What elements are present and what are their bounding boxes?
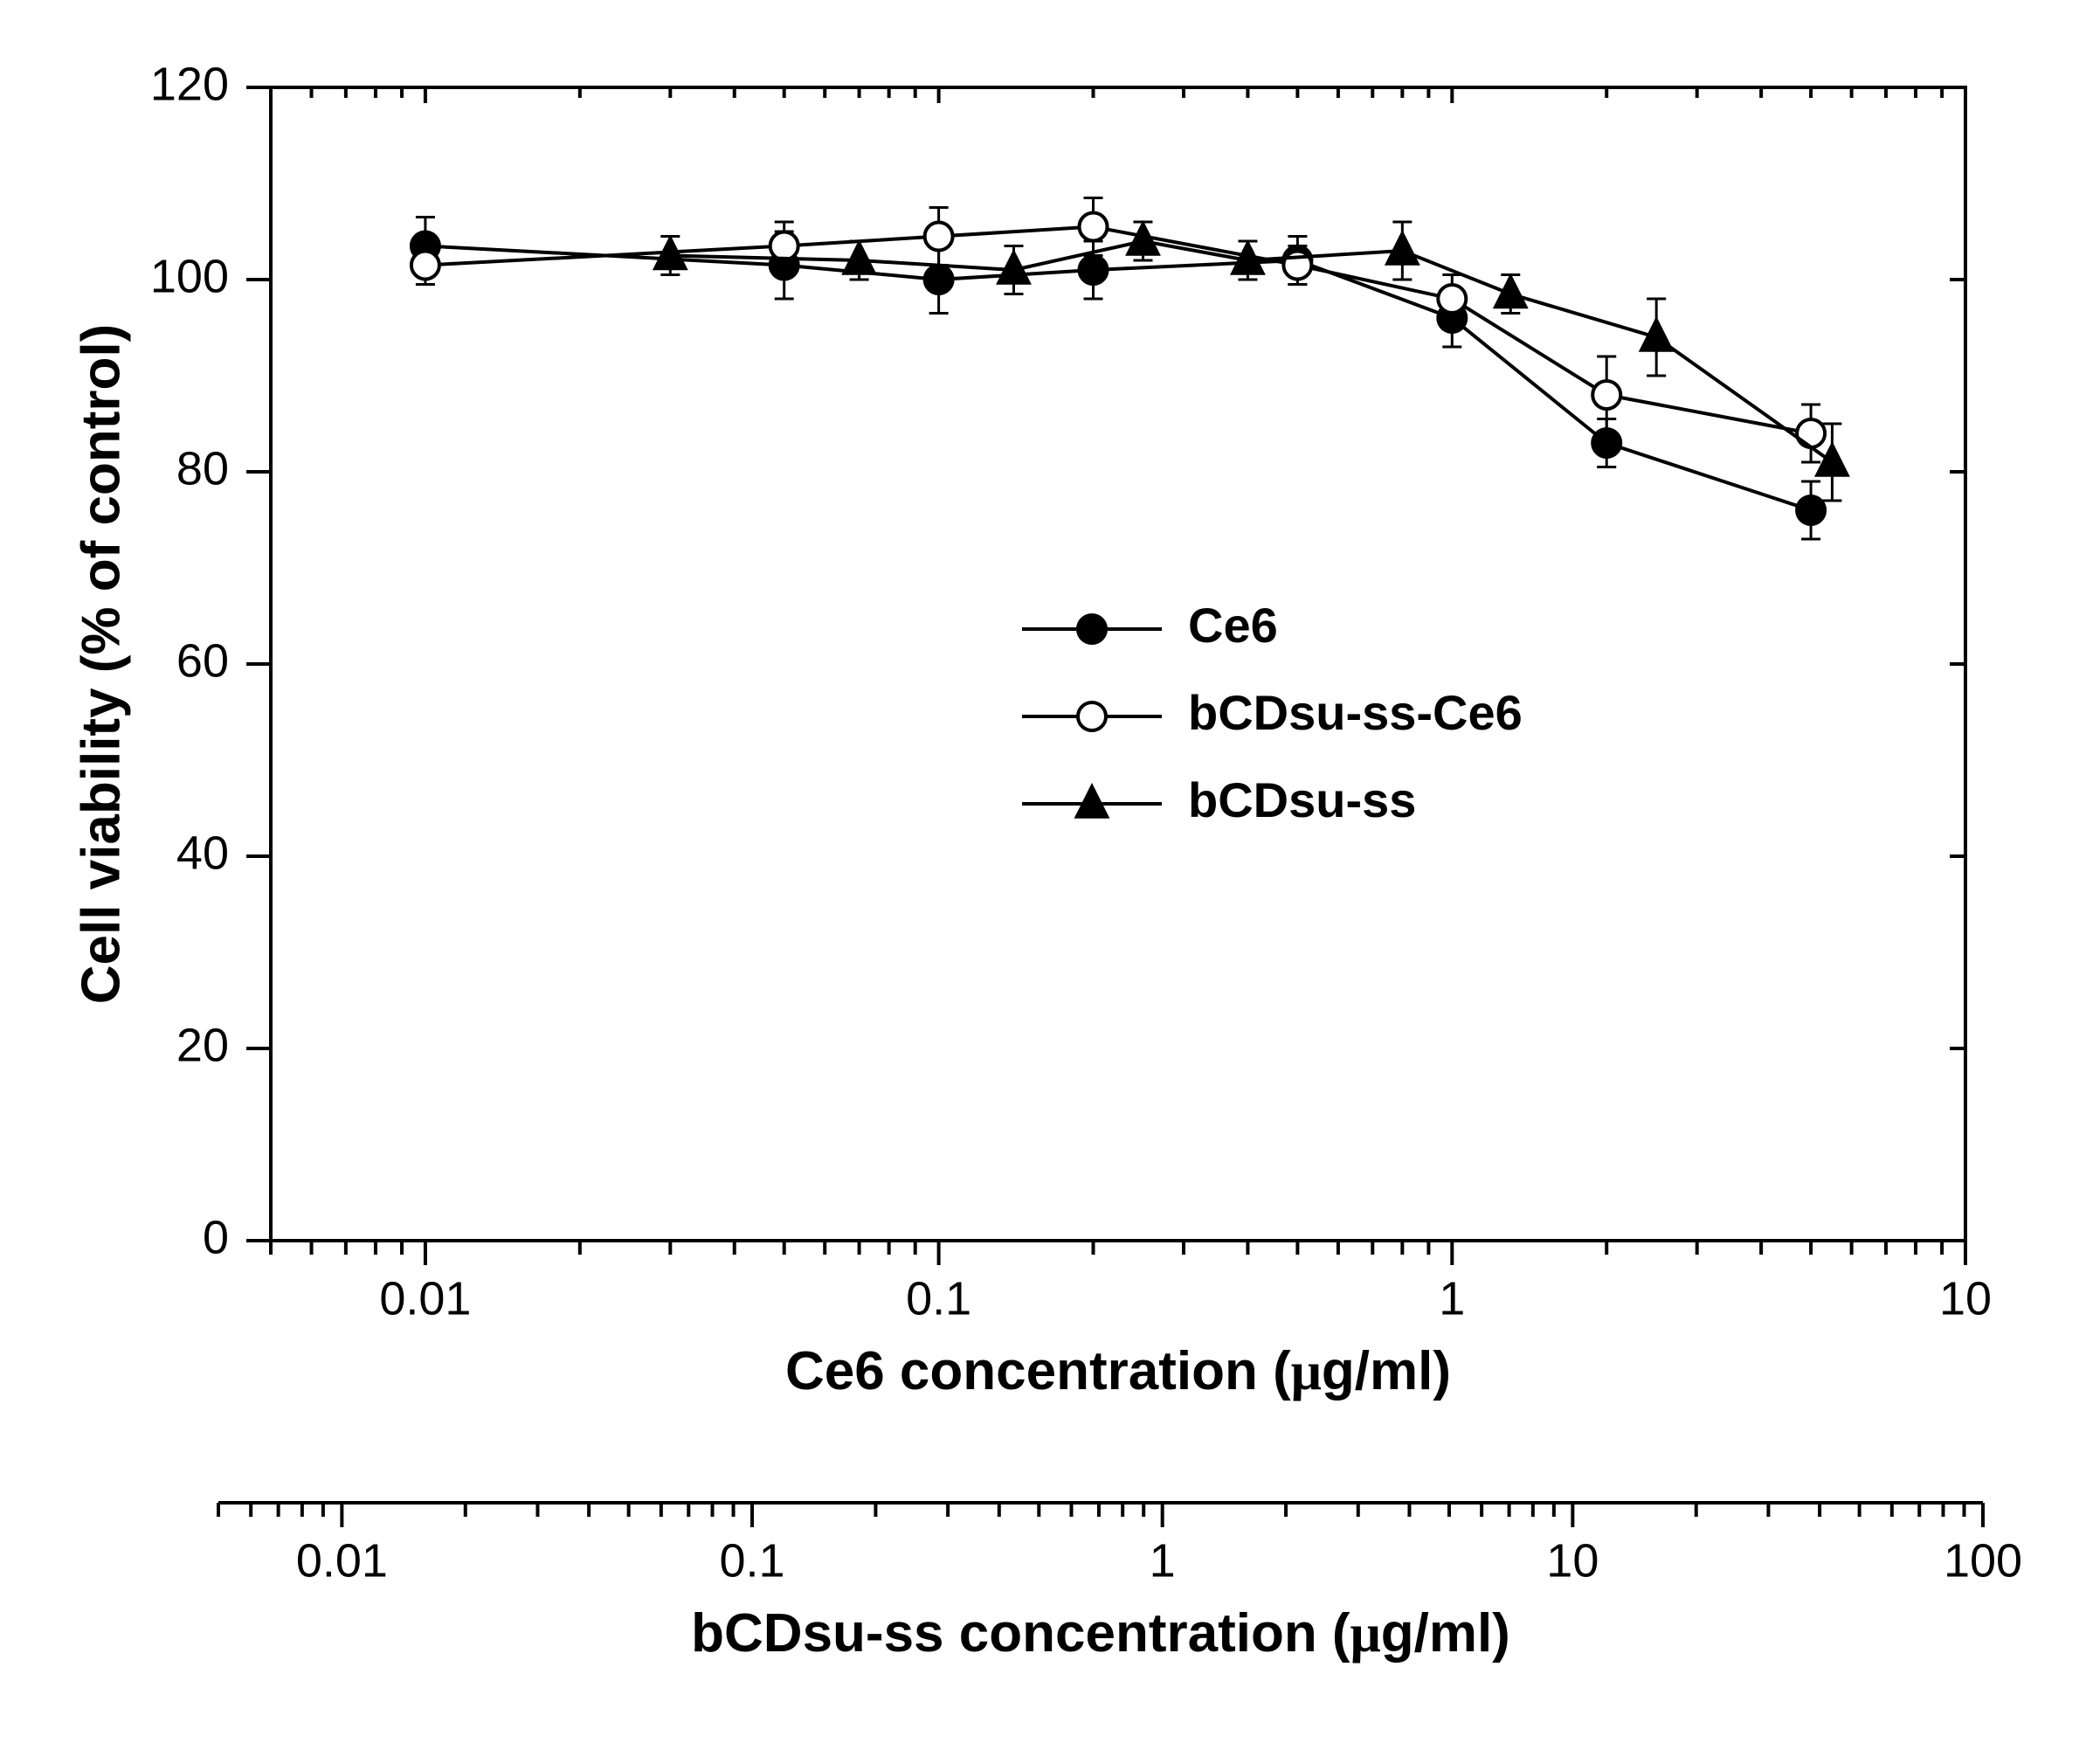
x-tick-label: 10	[1546, 1534, 1599, 1587]
y-tick-label: 80	[176, 442, 229, 495]
y-tick-label: 0	[203, 1211, 229, 1263]
y-axis-title: Cell viability (% of control)	[71, 324, 131, 1005]
x-tick-label: 0.01	[296, 1534, 388, 1587]
x-tick-label: 10	[1939, 1272, 1992, 1325]
x-tick-label: 100	[1944, 1534, 2022, 1587]
x-axis-secondary-title: bCDsu-ss concentration (μg/ml)	[691, 1603, 1510, 1664]
legend-label: Ce6	[1188, 598, 1278, 653]
legend-label: bCDsu-ss-Ce6	[1188, 685, 1523, 740]
legend-label: bCDsu-ss	[1188, 772, 1416, 827]
x-tick-label: 0.1	[906, 1272, 971, 1325]
x-axis-primary-title: Ce6 concentration (μg/ml)	[785, 1341, 1451, 1401]
x-tick-label: 0.01	[379, 1272, 471, 1325]
x-tick-label: 1	[1150, 1534, 1176, 1587]
y-tick-label: 20	[176, 1019, 229, 1071]
y-tick-label: 120	[150, 58, 229, 110]
y-tick-label: 40	[176, 827, 229, 879]
x-tick-label: 1	[1439, 1272, 1465, 1325]
y-tick-label: 60	[176, 634, 229, 687]
x-tick-label: 0.1	[719, 1534, 784, 1587]
y-tick-label: 100	[150, 250, 229, 302]
viability-chart: 0 20 40 60 80 100 120 Cell viability (% of cont…	[0, 0, 2086, 1764]
